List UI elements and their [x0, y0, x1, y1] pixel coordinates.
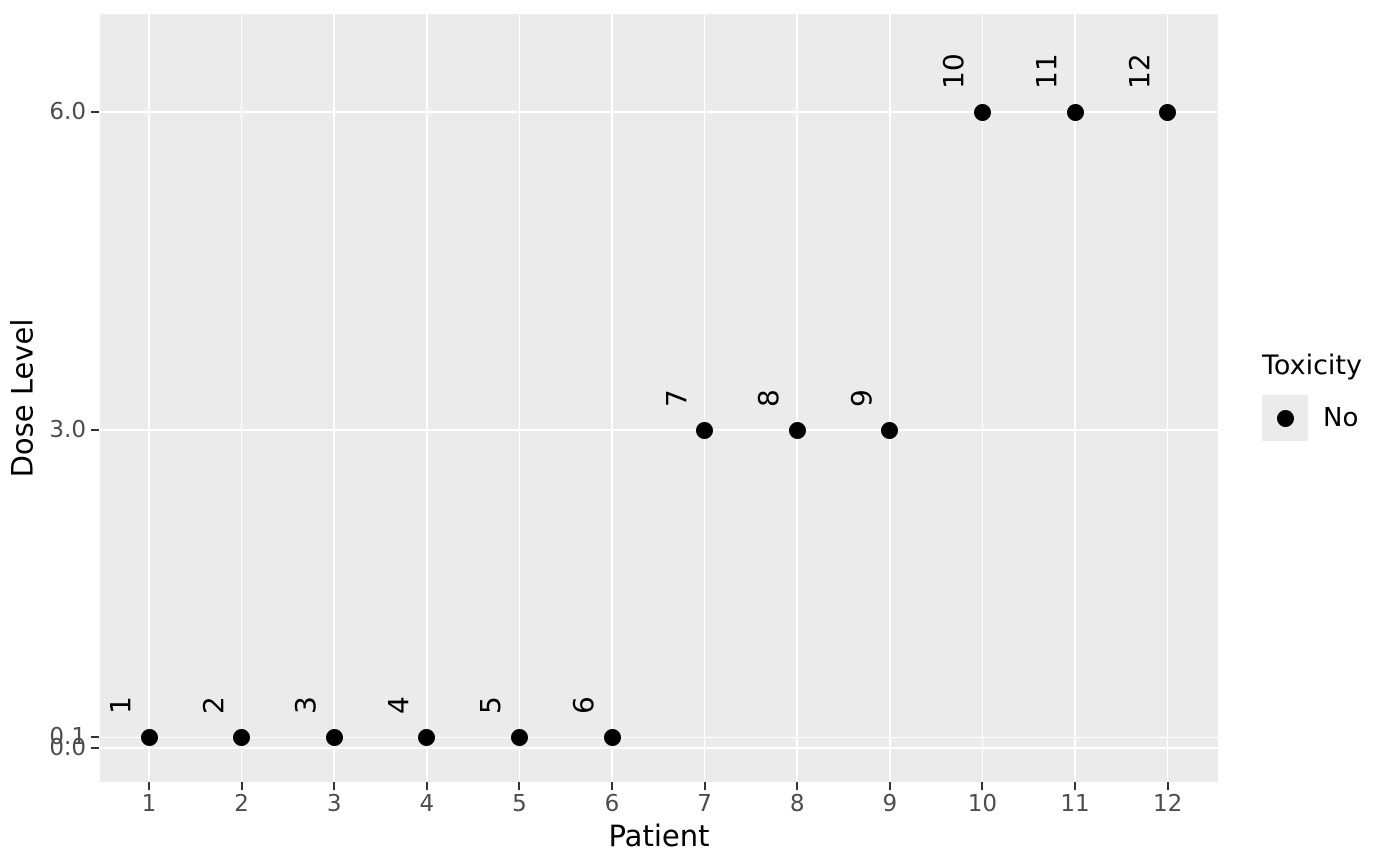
data-point — [140, 728, 158, 746]
gridline-x — [611, 14, 613, 782]
x-tick-label: 11 — [1060, 791, 1090, 817]
gridline-x — [333, 14, 335, 782]
y-tick-label: 0.0 — [49, 735, 86, 761]
x-tick-label: 12 — [1152, 791, 1183, 817]
gridline-y — [100, 736, 1218, 739]
plot-panel — [100, 14, 1218, 782]
x-tick — [518, 782, 521, 790]
gridline-x — [1074, 14, 1076, 782]
legend: Toxicity No — [1262, 350, 1362, 441]
x-tick — [240, 782, 243, 790]
point-label: 5 — [474, 696, 508, 715]
data-point — [510, 728, 528, 746]
point-label: 4 — [381, 696, 415, 715]
x-tick — [611, 782, 613, 790]
x-tick-label: 5 — [512, 791, 527, 817]
x-tick — [148, 782, 150, 790]
y-tick-label: 0.1 — [49, 724, 86, 751]
point-label: 8 — [752, 389, 786, 407]
gridline-x — [240, 14, 243, 782]
legend-entry-label: No — [1323, 403, 1359, 433]
gridline-x — [1166, 14, 1169, 782]
x-tick-label: 4 — [419, 791, 435, 817]
point-label: 7 — [659, 389, 693, 407]
data-point — [696, 421, 714, 439]
data-point — [788, 421, 806, 439]
data-point — [325, 728, 343, 746]
gridline-y — [100, 111, 1218, 113]
x-tick — [1074, 782, 1076, 790]
x-tick-label: 3 — [326, 791, 342, 817]
x-tick-label: 7 — [697, 791, 712, 817]
y-tick — [91, 736, 99, 739]
x-tick — [796, 782, 799, 790]
gridline-x — [796, 14, 798, 782]
gridline-x — [889, 14, 891, 782]
gridline-x — [426, 14, 428, 782]
x-tick — [888, 782, 891, 790]
y-tick — [91, 747, 99, 749]
gridline-x — [518, 14, 521, 782]
data-point — [418, 728, 436, 746]
x-tick — [1166, 782, 1169, 790]
legend-point-icon — [1276, 409, 1294, 427]
x-tick-label: 8 — [789, 791, 805, 817]
point-label: 11 — [1030, 53, 1063, 89]
data-point — [881, 421, 899, 439]
x-tick-label: 2 — [234, 791, 249, 817]
point-label: 1 — [104, 696, 137, 715]
gridline-y — [100, 747, 1218, 749]
data-point — [603, 728, 621, 746]
point-label: 9 — [844, 389, 878, 407]
y-tick — [91, 111, 99, 113]
legend-key — [1262, 395, 1308, 441]
x-axis-title: Patient — [608, 819, 710, 853]
x-tick-label: 10 — [967, 791, 998, 817]
legend-title: Toxicity — [1262, 350, 1362, 381]
point-label: 2 — [196, 696, 230, 715]
legend-entry: No — [1262, 395, 1362, 441]
gridline-x — [148, 14, 150, 782]
data-point — [233, 728, 251, 746]
x-tick-label: 1 — [141, 791, 157, 817]
y-tick-label: 3.0 — [49, 417, 86, 443]
x-tick — [703, 782, 706, 790]
point-label: 6 — [567, 696, 600, 715]
y-axis-title-wrap: Dose Level — [0, 14, 44, 782]
y-tick — [91, 429, 99, 431]
point-label: 12 — [1122, 53, 1156, 89]
point-label: 3 — [289, 696, 323, 715]
gridline-x — [703, 14, 706, 782]
data-point — [1066, 103, 1084, 121]
data-point — [1159, 103, 1177, 121]
x-tick — [981, 782, 984, 790]
x-tick — [333, 782, 336, 790]
x-tick-label: 6 — [604, 791, 620, 817]
data-point — [973, 103, 991, 121]
gridline-x — [981, 14, 984, 782]
y-axis-title: Dose Level — [5, 318, 40, 478]
x-tick-label: 9 — [882, 791, 898, 817]
point-label: 10 — [937, 53, 971, 89]
y-tick-label: 6.0 — [49, 99, 86, 125]
x-tick — [425, 782, 428, 790]
gridline-y — [100, 429, 1218, 431]
